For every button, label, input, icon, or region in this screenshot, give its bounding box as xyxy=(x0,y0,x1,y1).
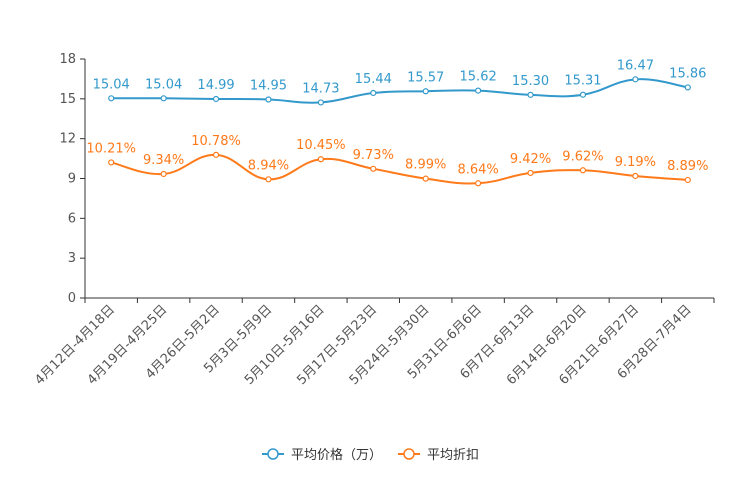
data-label-discount: 8.99% xyxy=(405,158,446,173)
data-point-discount xyxy=(108,159,115,166)
data-label-price: 15.31 xyxy=(564,74,601,89)
data-point-price xyxy=(579,91,587,98)
data-point-price xyxy=(265,96,272,103)
data-point-price xyxy=(370,89,377,97)
data-point-discount xyxy=(212,151,220,158)
data-label-price: 15.86 xyxy=(669,66,706,81)
data-label-discount: 10.45% xyxy=(296,138,346,153)
data-label-price: 15.30 xyxy=(512,74,549,89)
legend-label-price[interactable]: 平均价格（万） xyxy=(291,447,382,463)
data-point-price xyxy=(632,76,639,83)
data-label-discount: 10.78% xyxy=(191,134,241,149)
data-label-price: 15.57 xyxy=(407,70,444,85)
data-point-price xyxy=(684,84,691,91)
data-point-discount xyxy=(527,169,534,177)
data-label-discount: 9.73% xyxy=(353,148,394,163)
data-point-discount xyxy=(422,175,429,182)
legend-marker-discount xyxy=(403,448,415,460)
data-label-price: 15.04 xyxy=(93,77,130,92)
y-tick-label: 0 xyxy=(68,291,76,306)
y-tick-label: 9 xyxy=(68,172,76,187)
data-point-discount xyxy=(632,172,639,180)
data-label-discount: 8.89% xyxy=(667,159,708,174)
data-label-price: 14.99 xyxy=(197,78,234,93)
data-point-discount xyxy=(317,156,324,163)
data-label-discount: 9.19% xyxy=(615,155,656,170)
data-label-discount: 10.21% xyxy=(86,141,136,156)
legend-marker-price xyxy=(267,448,279,460)
data-label-price: 15.62 xyxy=(460,70,497,85)
data-label-price: 14.73 xyxy=(302,81,339,96)
y-tick-label: 18 xyxy=(59,52,76,67)
data-label-price: 15.04 xyxy=(145,77,182,92)
data-label-price: 14.95 xyxy=(250,78,287,93)
data-label-discount: 8.94% xyxy=(248,158,289,173)
data-label-discount: 9.42% xyxy=(510,152,551,167)
legend-label-discount[interactable]: 平均折扣 xyxy=(427,448,479,463)
data-point-discount xyxy=(265,176,272,183)
data-point-price xyxy=(212,95,220,103)
series-line-discount xyxy=(110,153,688,185)
data-point-discount xyxy=(370,165,377,172)
data-point-price xyxy=(527,91,534,98)
data-point-discount xyxy=(475,180,482,187)
data-point-price xyxy=(422,88,429,95)
data-label-price: 16.47 xyxy=(617,58,654,73)
data-point-discount xyxy=(579,167,587,174)
data-label-price: 15.44 xyxy=(355,72,392,87)
data-point-price xyxy=(475,87,482,94)
data-point-discount xyxy=(684,176,691,184)
data-label-discount: 9.34% xyxy=(143,153,184,168)
y-tick-label: 12 xyxy=(59,132,76,147)
data-point-price xyxy=(108,95,115,102)
y-tick-label: 6 xyxy=(68,211,76,226)
data-label-discount: 9.62% xyxy=(562,149,603,164)
series-line-price xyxy=(111,78,688,104)
y-tick-label: 3 xyxy=(68,251,76,266)
data-point-discount xyxy=(160,170,167,178)
data-point-price xyxy=(160,95,167,102)
y-tick-label: 15 xyxy=(59,92,76,107)
data-point-price xyxy=(317,99,324,106)
data-label-discount: 8.64% xyxy=(457,162,498,177)
